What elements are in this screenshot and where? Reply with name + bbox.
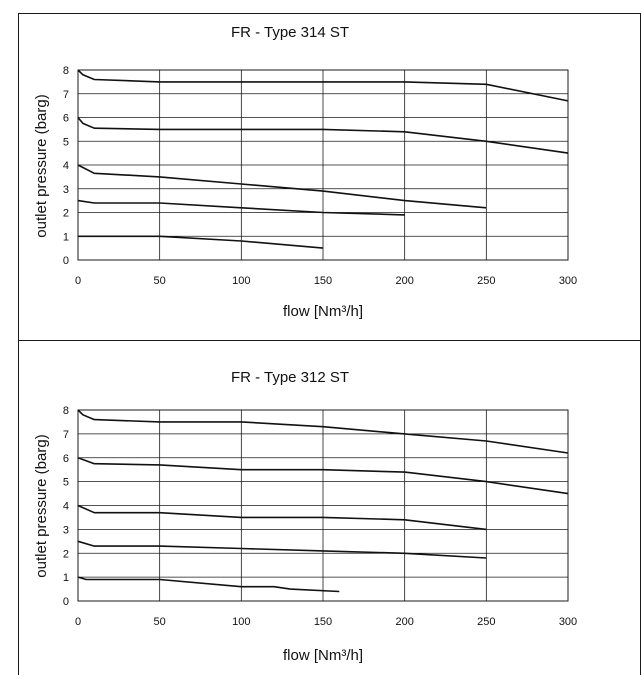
y-axis-label: outlet pressure (barg) <box>33 434 50 577</box>
y-axis-label: outlet pressure (barg) <box>33 94 50 237</box>
y-tick-label: 6 <box>63 453 69 465</box>
series-line-1 <box>77 69 569 102</box>
series-line-2 <box>77 116 569 154</box>
chart-panel-top: FR - Type 314 ST 0 1 2 3 4 5 6 7 8 0 50 100 150 200 25… <box>18 13 641 341</box>
y-tick-label: 7 <box>63 89 69 101</box>
x-tick-label: 50 <box>154 275 166 287</box>
plot-area: 0 1 2 3 4 5 6 7 8 0 50 100 150 200 250 300 <box>63 405 577 628</box>
y-tick-label: 3 <box>63 184 69 196</box>
y-tick-label: 7 <box>63 429 69 441</box>
series-line-5 <box>77 576 340 593</box>
x-tick-label: 300 <box>559 616 577 628</box>
x-tick-label: 100 <box>232 616 250 628</box>
x-axis-label: flow [Nm³/h] <box>283 303 363 320</box>
x-tick-label: 0 <box>75 275 81 287</box>
x-tick-label: 150 <box>314 616 332 628</box>
y-tick-label: 1 <box>63 231 69 243</box>
chart-title: FR - Type 312 ST <box>231 369 349 386</box>
x-tick-label: 150 <box>314 275 332 287</box>
x-tick-label: 50 <box>154 616 166 628</box>
panel-frame <box>18 13 641 341</box>
series-line-1 <box>77 409 569 454</box>
y-tick-label: 0 <box>63 255 69 267</box>
series-line-4 <box>77 199 405 216</box>
y-tick-label: 2 <box>63 548 69 560</box>
series-line-5 <box>78 235 324 249</box>
series-line-3 <box>77 164 487 209</box>
x-tick-label: 100 <box>232 275 250 287</box>
x-tick-label: 0 <box>75 616 81 628</box>
chart-title: FR - Type 314 ST <box>231 24 349 41</box>
y-tick-label: 3 <box>63 524 69 536</box>
y-tick-label: 1 <box>63 572 69 584</box>
chart-panel-bottom: FR - Type 312 ST 0 1 2 3 4 5 6 7 8 0 50 100 150 200 25… <box>18 340 641 675</box>
y-tick-label: 0 <box>63 596 69 608</box>
x-tick-label: 200 <box>395 275 413 287</box>
y-tick-label: 5 <box>63 477 69 489</box>
y-tick-label: 8 <box>63 65 69 77</box>
x-tick-label: 200 <box>395 616 413 628</box>
series-line-3 <box>77 504 487 531</box>
x-tick-label: 250 <box>477 275 495 287</box>
y-tick-label: 5 <box>63 136 69 148</box>
x-axis-label: flow [Nm³/h] <box>283 647 363 664</box>
y-tick-label: 4 <box>63 160 69 172</box>
series-line-2 <box>77 457 569 495</box>
plot-area: 0 1 2 3 4 5 6 7 8 0 50 100 150 200 250 300 <box>63 65 577 287</box>
y-tick-label: 4 <box>63 501 69 513</box>
y-tick-label: 2 <box>63 208 69 220</box>
series-line-4 <box>77 540 487 559</box>
y-tick-label: 6 <box>63 113 69 125</box>
x-tick-label: 300 <box>559 275 577 287</box>
y-tick-label: 8 <box>63 405 69 417</box>
x-tick-label: 250 <box>477 616 495 628</box>
